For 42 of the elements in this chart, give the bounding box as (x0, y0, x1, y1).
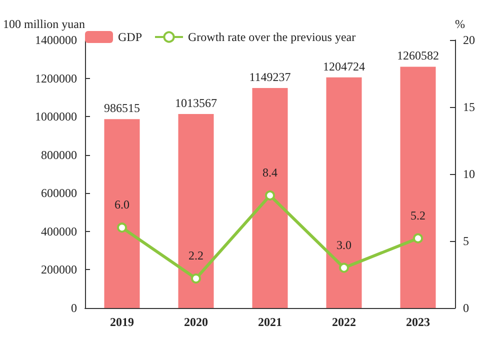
y-tick-label: 400000 (40, 224, 77, 238)
data-label: 2.2 (188, 248, 204, 263)
x-tick-label: 2021 (258, 315, 282, 329)
bar (326, 77, 362, 308)
point (117, 222, 127, 233)
bar (178, 114, 214, 308)
y-tick-label: 1200000 (34, 71, 77, 86)
y-tick-label: 1000000 (34, 110, 77, 124)
data-label: 1204724 (323, 59, 365, 74)
data-label: 1013567 (174, 96, 217, 110)
data-label: 6.0 (114, 198, 130, 212)
y-tick-label: 0 (70, 301, 77, 315)
y2-tick-label: 10 (463, 167, 475, 181)
y2-tick-label: 15 (463, 100, 475, 114)
x-tick-label: 2019 (110, 315, 134, 329)
data-label: 1260582 (397, 48, 439, 63)
data-label: 5.2 (410, 208, 426, 222)
point (191, 274, 201, 284)
x-tick-label: 2020 (184, 315, 208, 329)
y2-axis-title: % (455, 17, 465, 31)
data-label: 3.0 (336, 238, 352, 252)
data-label: 8.4 (262, 165, 278, 180)
y2-tick-label: 5 (463, 234, 469, 248)
y-tick-label: 600000 (40, 186, 77, 200)
legend-label: Growth rate over the previous year (188, 30, 356, 44)
bar (252, 88, 288, 308)
point (265, 190, 275, 200)
y-axis-title: 100 million yuan (2, 17, 85, 31)
bar (400, 66, 436, 308)
point (339, 262, 349, 273)
x-tick-label: 2023 (406, 315, 430, 329)
point (413, 233, 423, 244)
y-tick-label: 200000 (40, 262, 77, 277)
y2-tick-label: 20 (463, 33, 475, 47)
y2-tick-label: 0 (463, 301, 469, 315)
data-label: 986515 (104, 101, 140, 116)
legend-label: GDP (118, 30, 142, 44)
data-label: 1149237 (249, 70, 291, 84)
y-tick-label: 1400000 (34, 33, 77, 47)
bar (104, 119, 140, 308)
y-tick-label: 800000 (40, 148, 77, 162)
x-tick-label: 2022 (332, 315, 356, 329)
